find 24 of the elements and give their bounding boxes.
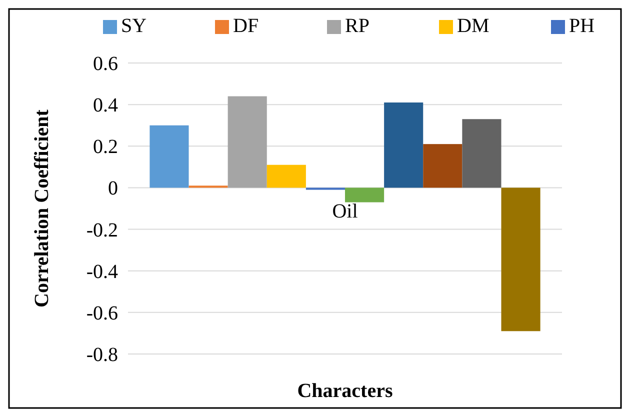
y-tick-label: -0.4	[86, 260, 118, 283]
bar	[266, 164, 306, 188]
bar	[345, 188, 384, 202]
legend-label: DF	[233, 15, 259, 37]
legend-label: SY	[121, 15, 147, 37]
y-tick-label: 0	[108, 178, 118, 200]
y-tick-label: 0.4	[93, 94, 118, 117]
bar	[462, 119, 502, 188]
y-tick-label: 0.6	[93, 53, 118, 75]
legend-label: DM	[457, 15, 490, 37]
legend-label: PH	[569, 15, 595, 37]
y-tick-label: -0.2	[86, 219, 118, 242]
x-tick-label: Oil	[332, 200, 358, 222]
y-tick-label: -0.8	[86, 344, 118, 366]
y-axis-title: Correlation Coefficient	[31, 109, 53, 308]
legend-label: RP	[345, 15, 370, 37]
x-axis-title: Characters	[297, 380, 393, 402]
bar	[228, 96, 267, 188]
bar	[384, 102, 424, 188]
bar	[423, 144, 462, 188]
bar	[150, 125, 189, 188]
bar	[501, 188, 540, 332]
y-tick-label: 0.2	[93, 136, 118, 158]
y-tick-label: -0.6	[86, 302, 118, 324]
